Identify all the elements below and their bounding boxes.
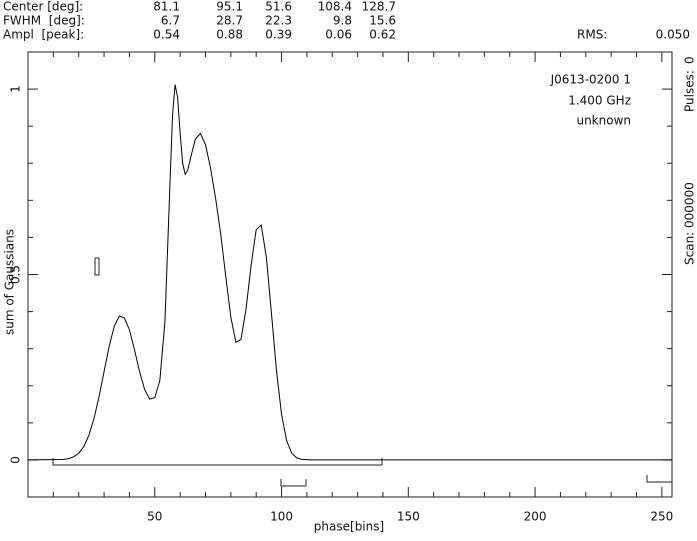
x-tick-label: 250 [650,510,673,524]
y-tick-label: 0.5 [9,265,23,284]
rms-value: 0.050 [656,28,690,42]
x-tick-label: 200 [524,510,547,524]
header-value: 0.06 [325,28,352,42]
plot-frame [27,51,673,498]
on-pulse-bracket [52,458,383,466]
telescope-label: unknown [576,114,631,128]
pulses-value: 0 [683,56,697,64]
header-label: Ampl [peak]: [3,28,84,42]
header-value: 28.7 [216,14,243,28]
header-value: 0.54 [153,28,180,42]
header-value: 9.8 [333,14,352,28]
y-tick-label: 0 [9,456,23,464]
header-value: 108.4 [318,0,352,14]
x-axis-label: phase[bins] [314,520,384,534]
error-box [94,257,100,276]
header-label: FWHM [deg]: [3,14,85,28]
header-value: 0.88 [216,28,243,42]
baseline-bracket [646,475,673,483]
header-value: 0.39 [265,28,292,42]
frequency-label: 1.400 GHz [568,94,631,108]
baseline-bracket [280,479,307,487]
y-axis-label: sum of Gaussians [3,229,17,335]
header-value: 0.62 [369,28,396,42]
pulses-label: Pulses: [683,70,697,112]
profile-line [27,84,672,461]
y-tick-label: 1 [9,85,23,93]
x-tick-label: 100 [270,510,293,524]
x-tick-label: 50 [147,510,162,524]
header-value: 51.6 [265,0,292,14]
header-value: 22.3 [265,14,292,28]
rms-label: RMS: [577,28,607,42]
header-value: 81.1 [153,0,180,14]
header-value: 6.7 [161,14,180,28]
header-value: 128.7 [362,0,396,14]
header-value: 15.6 [369,14,396,28]
x-tick-label: 150 [397,510,420,524]
header-label: Center [deg]: [3,0,83,14]
source-label: J0613-0200 1 [550,73,631,87]
header-value: 95.1 [216,0,243,14]
scan-label: Scan: 000000 [683,182,697,265]
